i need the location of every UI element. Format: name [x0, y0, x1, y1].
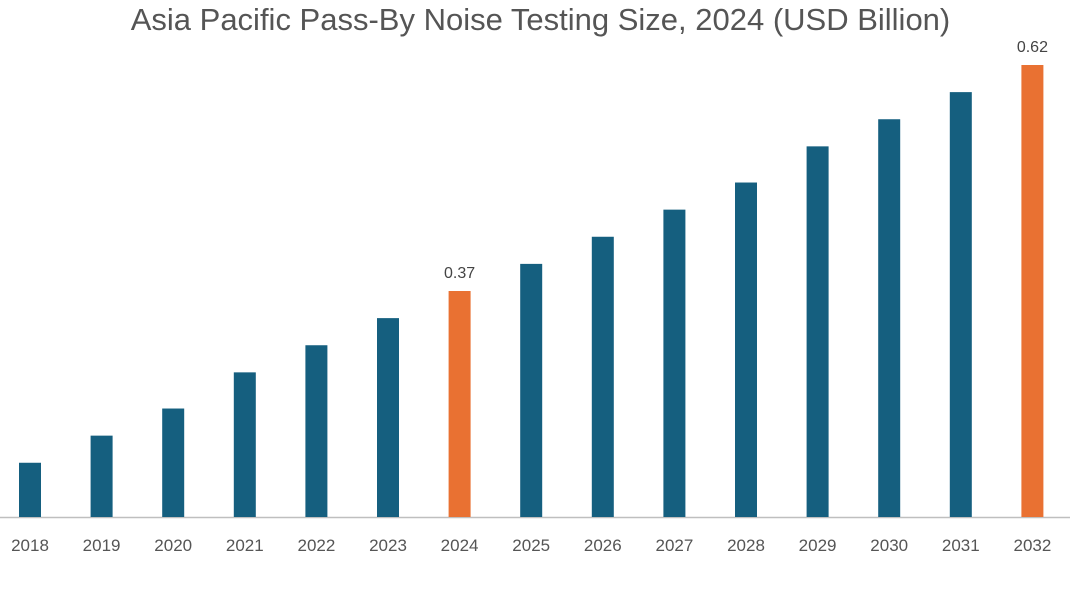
data-label-2032: 0.62: [1017, 39, 1048, 56]
bar-2026: [591, 236, 614, 517]
bar-2032: [1021, 65, 1044, 517]
x-tick-label: 2022: [297, 536, 335, 555]
chart-title: Asia Pacific Pass-By Noise Testing Size,…: [130, 2, 951, 37]
bar-2030: [878, 119, 901, 518]
bar-2019: [90, 435, 113, 517]
bar-2031: [949, 92, 972, 518]
x-tick-label: 2028: [727, 536, 765, 555]
x-tick-label: 2030: [870, 536, 908, 555]
x-tick-label: 2018: [11, 536, 49, 555]
data-label-2024: 0.37: [444, 265, 475, 282]
bar-2027: [663, 209, 686, 517]
x-tick-label: 2019: [83, 536, 121, 555]
bar-2028: [735, 182, 757, 517]
bar-2020: [162, 408, 185, 517]
x-tick-label: 2021: [226, 536, 264, 555]
bar-2029: [806, 146, 829, 518]
bar-2021: [233, 372, 256, 517]
x-tick-label: 2026: [584, 536, 622, 555]
x-tick-label: 2025: [512, 536, 550, 555]
x-tick-label: 2031: [942, 536, 980, 555]
bar-2018: [19, 462, 41, 517]
x-tick-label: 2027: [655, 536, 693, 555]
x-tick-label: 2024: [441, 536, 479, 555]
bar-2024: [448, 291, 471, 517]
x-tick-label: 2032: [1013, 536, 1051, 555]
x-tick-label: 2020: [154, 536, 192, 555]
bar-2025: [520, 263, 543, 517]
bar-2023: [377, 318, 399, 517]
bar-2022: [305, 345, 328, 517]
x-tick-label: 2023: [369, 536, 407, 555]
x-tick-label: 2029: [799, 536, 837, 555]
